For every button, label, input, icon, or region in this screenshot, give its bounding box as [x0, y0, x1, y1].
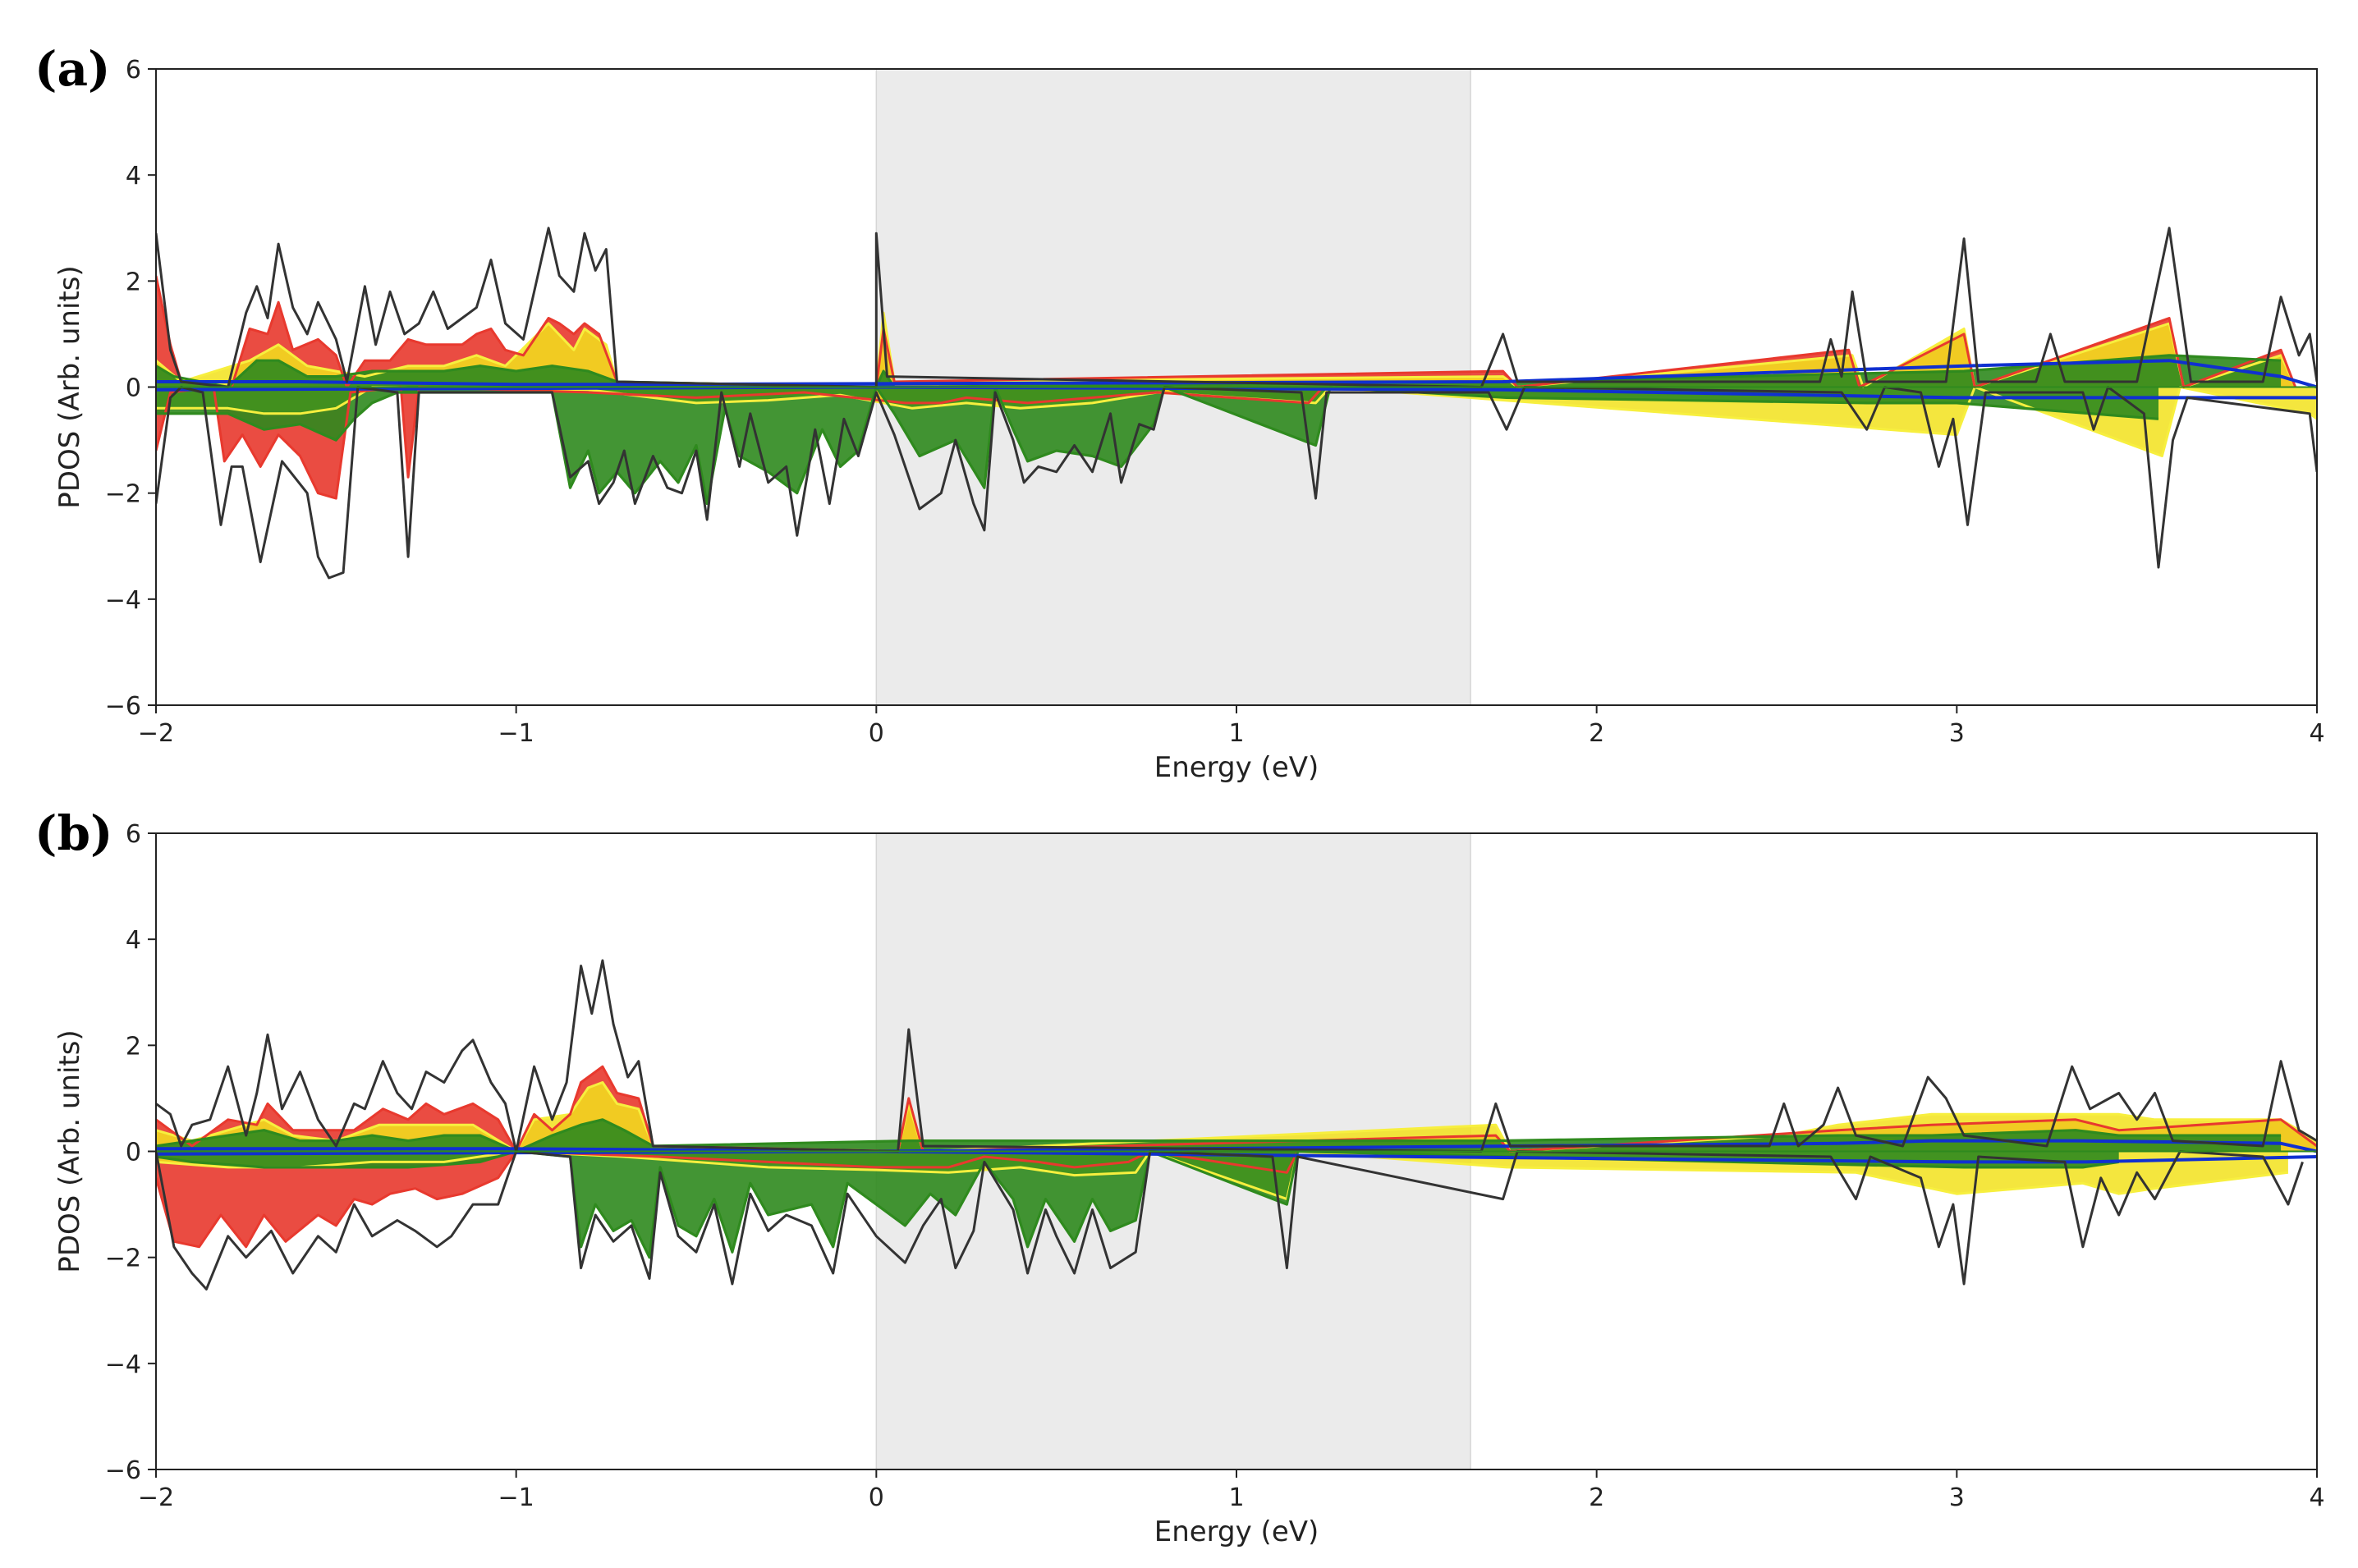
y-tick-label: 2 — [126, 1032, 141, 1061]
y-axis-label: PDOS (Arb. units) — [53, 265, 86, 508]
series-red-down — [156, 386, 1324, 500]
series-blue-down — [156, 1149, 2317, 1164]
x-tick-label: 2 — [1589, 719, 1604, 748]
y-tick-label: −4 — [105, 586, 141, 615]
series-red-down — [156, 1150, 1299, 1249]
x-tick-label: −2 — [138, 1483, 174, 1512]
y-tick-label: 2 — [126, 268, 141, 296]
y-tick-label: 0 — [126, 1139, 141, 1167]
x-tick-label: 1 — [1228, 1483, 1244, 1512]
y-tick-label: 4 — [126, 926, 141, 955]
x-axis-label: Energy (eV) — [1154, 751, 1319, 784]
x-tick-label: 3 — [1949, 719, 1965, 748]
series-total-up — [156, 227, 2317, 388]
y-tick-label: −4 — [105, 1350, 141, 1379]
series-total-up — [156, 959, 2317, 1153]
series-yellow-down — [156, 1150, 2289, 1201]
y-tick-label: −2 — [105, 1245, 141, 1273]
plot-area — [156, 227, 2317, 580]
panel-label: (b) — [34, 805, 112, 861]
x-tick-label: 0 — [869, 719, 884, 748]
fill-green-down — [156, 1151, 2119, 1258]
x-tick-label: −2 — [138, 719, 174, 748]
fill-yellow-up — [156, 313, 2296, 387]
series-total-down — [156, 1150, 2304, 1291]
fill-yellow-down — [156, 387, 2317, 456]
series-green-up — [156, 1118, 2282, 1153]
fill-green-up — [156, 355, 2282, 387]
x-axis-label: Energy (eV) — [1154, 1515, 1319, 1548]
y-tick-label: 6 — [126, 56, 141, 85]
y-tick-label: 6 — [126, 820, 141, 849]
x-tick-label: 4 — [2309, 719, 2324, 748]
y-axis-label: PDOS (Arb. units) — [53, 1029, 86, 1272]
series-blue-up — [156, 359, 2317, 389]
x-tick-label: −1 — [498, 1483, 534, 1512]
series-green-up — [156, 354, 2282, 389]
fill-red-down — [156, 1151, 1298, 1247]
x-tick-label: −1 — [498, 719, 534, 748]
y-tick-label: −2 — [105, 480, 141, 509]
y-tick-label: 4 — [126, 162, 141, 190]
series-total-down — [156, 386, 2317, 580]
panel-b: −2 −1 0 1 2 3 4 −6 −4 −2 0 2 4 6 Energy (eV) PDOS (Arb.… — [34, 805, 2325, 1548]
fill-green-down — [156, 387, 2158, 504]
y-tick-label: 0 — [126, 374, 141, 403]
x-tick-label: 0 — [869, 1483, 884, 1512]
x-tick-label: 2 — [1589, 1483, 1604, 1512]
x-tick-label: 3 — [1949, 1483, 1965, 1512]
plot-area — [156, 959, 2317, 1291]
y-tick-label: −6 — [105, 692, 141, 721]
x-tick-label: 1 — [1228, 719, 1244, 748]
x-tick-label: 4 — [2309, 1483, 2324, 1512]
panel-label: (a) — [34, 41, 110, 97]
panel-a: −2 −1 0 1 2 3 4 −6 −4 −2 0 2 4 6 Energy (eV) PDOS (Arb.… — [34, 41, 2325, 784]
y-tick-label: −6 — [105, 1456, 141, 1485]
